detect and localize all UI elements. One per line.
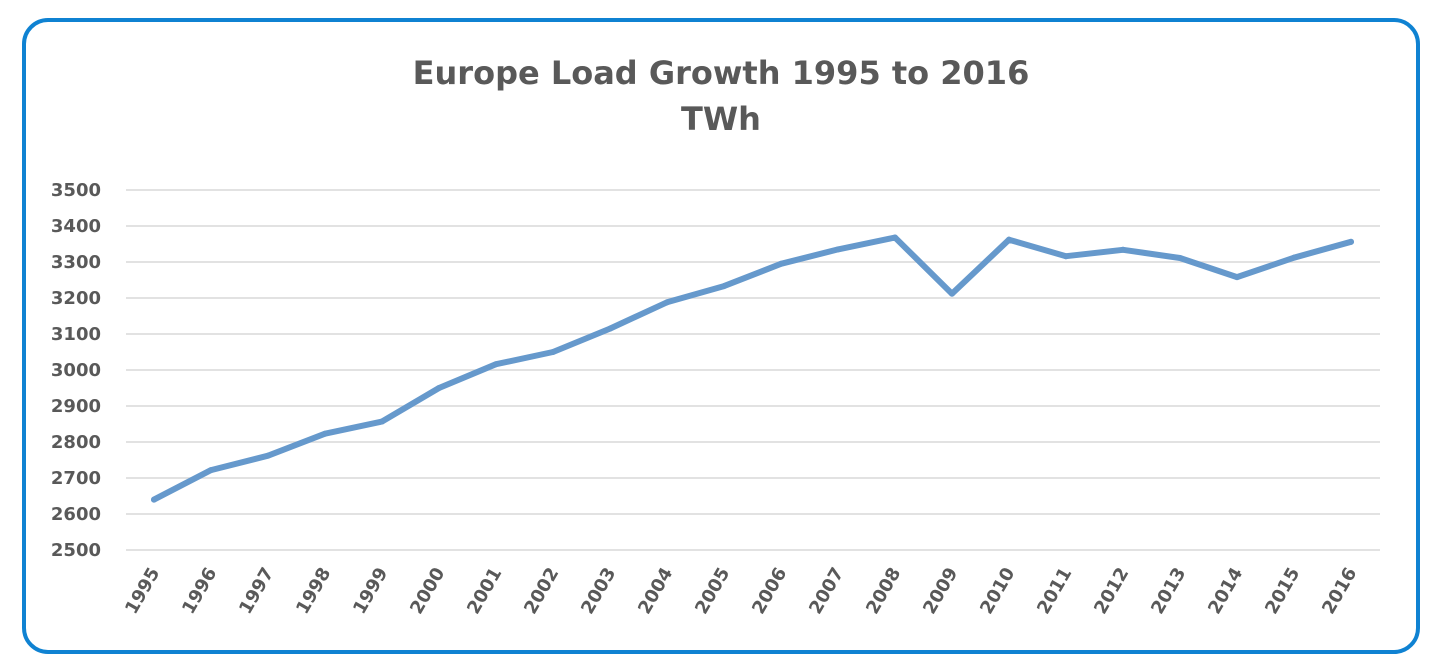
x-tick-label: 2000 — [406, 564, 449, 618]
data-point — [835, 246, 841, 253]
y-tick-label: 3300 — [51, 252, 101, 273]
y-tick-label: 3000 — [51, 360, 101, 381]
x-tick-label: 1996 — [178, 564, 221, 618]
y-gridlines — [126, 189, 1380, 551]
y-tick-label: 3100 — [51, 324, 101, 345]
x-tick-label: 2016 — [1318, 564, 1361, 618]
x-tick-label: 2013 — [1147, 564, 1190, 618]
data-point — [949, 290, 955, 297]
x-tick-label: 1995 — [121, 564, 164, 618]
y-tick-label: 2700 — [51, 468, 101, 489]
x-axis-labels: 1995 1996 1997 1998 1999 2000 2001 2002 2003 2004… — [121, 564, 1361, 618]
x-tick-label: 2005 — [691, 564, 734, 618]
x-tick-label: 2006 — [748, 564, 791, 618]
data-point — [322, 430, 328, 437]
x-tick-label: 2004 — [634, 564, 677, 618]
x-tick-label: 2015 — [1261, 564, 1304, 618]
y-tick-label: 2500 — [51, 540, 101, 561]
y-axis-labels: 2500 2600 2700 2800 2900 3000 3100 3200 3300 3400… — [51, 180, 101, 561]
x-tick-label: 1999 — [349, 564, 392, 618]
data-point — [607, 325, 613, 332]
y-tick-label: 2600 — [51, 504, 101, 525]
data-point — [778, 260, 784, 267]
x-tick-label: 2010 — [976, 564, 1019, 618]
data-point — [265, 452, 271, 459]
data-point — [1348, 238, 1354, 245]
data-point — [1006, 236, 1012, 243]
data-point — [208, 467, 214, 474]
x-tick-label: 2011 — [1033, 564, 1076, 618]
x-tick-label: 2012 — [1090, 564, 1133, 618]
x-tick-label: 2007 — [805, 564, 848, 618]
data-point — [892, 234, 898, 241]
x-tick-label: 2003 — [577, 564, 620, 618]
data-point — [721, 283, 727, 290]
data-point — [379, 418, 385, 425]
x-tick-label: 2002 — [520, 564, 563, 618]
data-point — [1291, 254, 1297, 261]
y-tick-label: 3400 — [51, 216, 101, 237]
chart-title: Europe Load Growth 1995 to 2016 — [412, 54, 1030, 92]
y-tick-label: 3200 — [51, 288, 101, 309]
data-point — [1120, 246, 1126, 253]
x-tick-label: 2008 — [862, 564, 905, 618]
data-point — [1177, 255, 1183, 262]
data-point — [550, 349, 556, 355]
chart-title-block: Europe Load Growth 1995 to 2016 TWh — [0, 50, 1442, 142]
y-tick-label: 2800 — [51, 432, 101, 453]
x-tick-label: 2001 — [463, 564, 506, 618]
chart-frame — [22, 18, 1420, 654]
data-point — [493, 361, 499, 368]
x-tick-label: 1998 — [292, 564, 335, 618]
data-point — [151, 496, 157, 503]
x-tick-label: 1997 — [235, 564, 278, 618]
series-line — [151, 234, 1354, 503]
x-tick-label: 2014 — [1204, 564, 1247, 618]
data-series — [151, 234, 1354, 503]
chart-subtitle: TWh — [681, 100, 761, 138]
y-tick-label: 3500 — [51, 180, 101, 201]
data-point — [1234, 274, 1240, 281]
data-point — [1063, 253, 1069, 260]
data-point — [436, 385, 442, 391]
data-point — [664, 299, 670, 306]
x-tick-label: 2009 — [919, 564, 962, 618]
y-tick-label: 2900 — [51, 396, 101, 417]
